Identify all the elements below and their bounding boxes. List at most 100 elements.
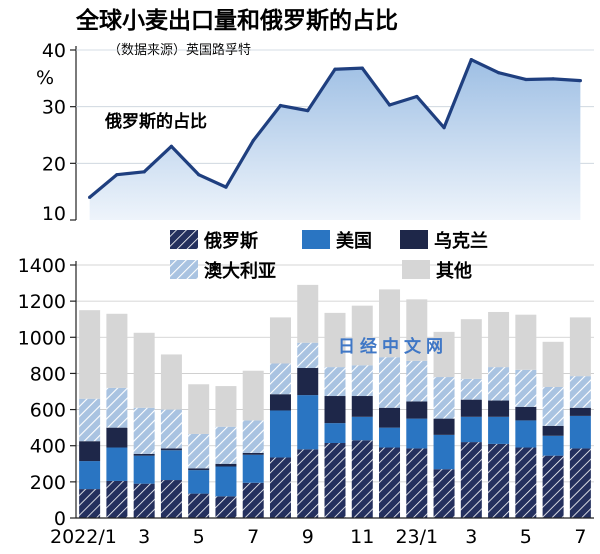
bar-segment-ukraine xyxy=(297,368,319,396)
legend-label-russia: 俄罗斯 xyxy=(203,230,258,252)
legend-swatch-us xyxy=(302,230,330,249)
bar-x-tick-label: 5 xyxy=(520,526,532,548)
share-point xyxy=(578,79,582,83)
bar-segment-other xyxy=(242,370,264,421)
share-point xyxy=(496,71,501,75)
legend-swatch-other xyxy=(402,260,430,279)
legend-swatch-ukraine xyxy=(400,230,428,249)
bar-segment-russia xyxy=(460,442,482,518)
share-point xyxy=(469,58,473,62)
bar-y-tick-label: 1200 xyxy=(18,291,66,313)
bar-segment-other xyxy=(269,317,291,364)
legend-label-ukraine: 乌克兰 xyxy=(434,230,488,252)
bar-segment-russia xyxy=(488,443,510,518)
bar-segment-ukraine xyxy=(215,463,237,467)
bar-y-tick-label: 800 xyxy=(30,363,66,385)
bar-segment-australia xyxy=(351,365,373,397)
bar-segment-other xyxy=(379,289,401,358)
legend-label-us: 美国 xyxy=(336,230,372,252)
bar-x-tick-label: 9 xyxy=(302,526,314,548)
bar-segment-russia xyxy=(351,440,373,518)
bar-segment-us xyxy=(569,415,591,449)
bar-segment-russia xyxy=(324,443,346,518)
bar-segment-other xyxy=(215,386,237,427)
bar-segment-australia xyxy=(297,342,319,369)
legend-label-other: 其他 xyxy=(436,260,472,282)
bar-segment-australia xyxy=(460,378,482,400)
bar-x-tick-label: 3 xyxy=(465,526,477,548)
bar-segment-russia xyxy=(133,483,155,518)
bar-segment-australia xyxy=(106,387,128,428)
bar-segment-russia xyxy=(269,457,291,518)
bar-segment-us xyxy=(351,416,373,441)
bar-segment-ukraine xyxy=(569,407,591,416)
bar-segment-us xyxy=(242,454,264,483)
bar-segment-other xyxy=(542,341,564,387)
bar-segment-us xyxy=(297,395,319,450)
bar-segment-australia xyxy=(569,376,591,408)
top-y-tick-label: 20 xyxy=(42,153,66,175)
share-point xyxy=(306,109,310,113)
bar-y-tick-label: 600 xyxy=(30,400,66,422)
bar-segment-us xyxy=(515,420,537,448)
bar-segment-ukraine xyxy=(106,427,128,448)
bar-segment-ukraine xyxy=(242,452,264,455)
bar-segment-ukraine xyxy=(351,396,373,417)
bar-segment-ukraine xyxy=(269,394,291,411)
bar-segment-other xyxy=(569,317,591,377)
bar-segment-australia xyxy=(215,426,237,464)
share-point xyxy=(278,103,283,108)
bar-segment-other xyxy=(106,313,128,388)
bar-segment-russia xyxy=(569,448,591,518)
bar-segment-russia xyxy=(379,447,401,518)
bar-segment-australia xyxy=(488,367,510,401)
bar-y-tick-label: 1400 xyxy=(18,255,66,277)
chart-title: 全球小麦出口量和俄罗斯的占比 xyxy=(75,7,398,34)
top-y-tick-label: 10 xyxy=(42,203,66,225)
legend-swatch-russia xyxy=(170,230,198,249)
share-point xyxy=(524,77,528,82)
bar-y-tick-label: 0 xyxy=(54,508,66,530)
bar-segment-ukraine xyxy=(433,418,455,435)
bar-x-tick-label: 5 xyxy=(193,526,205,548)
bar-segment-other xyxy=(515,314,537,370)
top-y-tick-label: 40 xyxy=(42,40,66,62)
bar-segment-us xyxy=(488,416,510,444)
bar-segment-ukraine xyxy=(515,406,537,421)
bar-segment-australia xyxy=(160,409,182,449)
bar-segment-us xyxy=(379,427,401,448)
bar-segment-ukraine xyxy=(460,399,482,417)
share-point xyxy=(224,185,228,189)
bar-segment-other xyxy=(160,354,182,410)
bar-segment-australia xyxy=(188,433,210,469)
bar-segment-us xyxy=(460,416,482,443)
bar-x-tick-label: 7 xyxy=(247,526,259,548)
bar-segment-ukraine xyxy=(379,407,401,428)
share-point xyxy=(333,67,337,71)
bar-segment-russia xyxy=(188,493,210,518)
bar-x-tick-label: 7 xyxy=(574,526,586,548)
share-point xyxy=(197,173,201,177)
share-point xyxy=(442,126,446,130)
bar-segment-russia xyxy=(160,480,182,518)
bar-segment-other xyxy=(406,299,428,361)
share-point xyxy=(551,77,555,81)
share-point xyxy=(115,173,119,177)
share-point xyxy=(169,144,174,148)
bar-segment-ukraine xyxy=(188,468,210,471)
bar-segment-us xyxy=(433,434,455,470)
bar-segment-other xyxy=(188,384,210,434)
bar-y-tick-label: 1000 xyxy=(18,327,66,349)
share-point xyxy=(415,94,419,99)
share-point xyxy=(387,103,392,107)
series-label-russia-share: 俄罗斯的占比 xyxy=(104,111,207,132)
bar-segment-australia xyxy=(133,407,155,454)
share-point xyxy=(88,195,92,199)
bar-x-tick-label: 2022/1 xyxy=(50,526,117,548)
bar-x-tick-label: 23/1 xyxy=(395,526,438,548)
bar-segment-other xyxy=(433,331,455,378)
bar-segment-us xyxy=(269,410,291,458)
share-point xyxy=(360,66,364,70)
bar-segment-ukraine xyxy=(133,453,155,456)
